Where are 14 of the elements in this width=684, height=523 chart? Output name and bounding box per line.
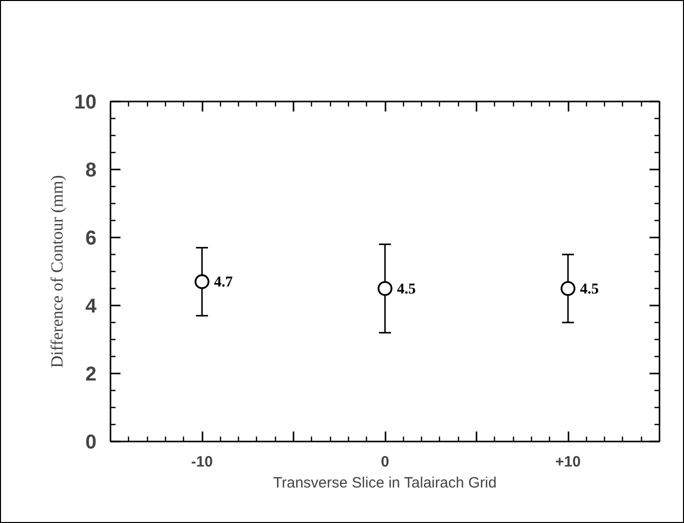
y-tick-label: 8 [85, 160, 96, 182]
y-tick-label: 10 [74, 92, 97, 114]
data-label: 4.7 [214, 274, 234, 291]
y-tick-label: 0 [85, 432, 96, 454]
y-tick-label: 4 [85, 296, 98, 318]
data-label: 4.5 [580, 282, 599, 298]
x-tick-label: 0 [380, 454, 390, 470]
data-label: 4.5 [397, 282, 416, 298]
x-tick-label: -10 [191, 454, 213, 470]
x-tick-label: +10 [555, 454, 581, 470]
y-tick-label: 6 [85, 228, 96, 250]
y-axis-title: Difference of Contour (mm) [47, 175, 66, 368]
x-axis-title: Transverse Slice in Talairach Grid [273, 474, 497, 492]
y-tick-label: 2 [85, 364, 96, 386]
